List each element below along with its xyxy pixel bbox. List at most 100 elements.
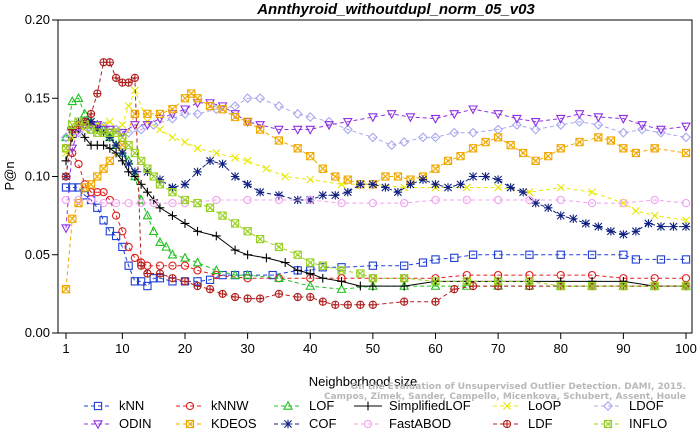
data-point-cof <box>443 183 453 192</box>
data-point-knnw <box>74 159 83 169</box>
data-point-inflo <box>337 266 346 275</box>
x-axis: 1 10 20 30 40 50 60 70 80 90 100 <box>62 333 697 356</box>
data-point-ldf <box>274 289 284 299</box>
data-point-lof <box>142 210 153 220</box>
data-point-ldf <box>155 269 165 278</box>
data-point-inflo <box>619 281 628 291</box>
data-point-knnw <box>86 187 96 197</box>
data-point-fastabod <box>368 198 378 208</box>
data-point-knnw <box>124 242 133 252</box>
data-point-kdeos <box>456 152 465 161</box>
x-tick-label: 90 <box>616 341 630 356</box>
data-point-odin <box>367 113 378 123</box>
data-point-ldf <box>143 269 152 278</box>
legend-item-ldof: LDOF <box>594 398 664 413</box>
data-point-simplifiedlof <box>399 281 409 291</box>
series-line-loop <box>65 89 687 221</box>
series-ldf <box>61 58 691 309</box>
data-point-ldof <box>574 116 585 127</box>
data-point-loop <box>118 120 127 129</box>
data-point-ldof <box>449 127 460 138</box>
data-point-fastabod <box>168 198 177 208</box>
data-point-ldof <box>324 116 335 127</box>
data-point-kdeos <box>274 136 284 145</box>
data-point-knn <box>418 258 428 267</box>
data-point-knn <box>124 261 133 270</box>
data-point-cof <box>481 172 490 181</box>
data-point-kdeos <box>243 117 252 126</box>
data-point-cof <box>431 180 440 189</box>
data-point-cof <box>86 117 96 126</box>
data-point-kdeos <box>255 125 265 134</box>
data-point-kdeos <box>105 156 114 165</box>
legend-label: INFLO <box>629 416 667 431</box>
data-point-loop <box>525 188 534 197</box>
data-point-knnw <box>130 253 140 263</box>
legend-swatch-marker <box>185 419 195 429</box>
data-point-loop <box>243 156 252 165</box>
data-point-kdeos <box>631 148 641 158</box>
data-point-odin <box>430 114 441 124</box>
legend-item-lof: LOF <box>274 398 334 413</box>
data-point-cof <box>569 214 578 223</box>
data-point-fastabod <box>400 198 409 208</box>
data-point-knn <box>493 250 503 259</box>
data-point-inflo <box>650 281 659 291</box>
data-point-ldf <box>343 300 352 309</box>
data-point-lof <box>430 280 441 290</box>
data-point-knn <box>631 255 641 264</box>
data-point-cof <box>331 191 340 200</box>
data-point-inflo <box>368 274 378 283</box>
data-point-kdeos <box>506 141 515 150</box>
data-point-fastabod <box>556 195 565 205</box>
legend-item-knnw: kNNW <box>176 398 249 413</box>
data-point-ldf <box>243 294 252 303</box>
y-axis: 0.00 0.05 0.10 0.15 0.20 <box>25 12 58 340</box>
series-line-knnw <box>65 147 686 279</box>
data-point-cof <box>193 167 202 177</box>
data-point-fastabod <box>137 198 146 208</box>
data-point-fastabod <box>525 195 534 205</box>
legend: kNN kNNW LOF SimplifiedLOF LoOP LDOF ODIN KDEOS… <box>84 398 667 431</box>
data-point-inflo <box>61 144 71 153</box>
data-point-knn <box>400 261 409 270</box>
data-point-inflo <box>525 277 534 286</box>
data-point-ldf <box>368 300 378 309</box>
data-point-kdeos <box>594 133 603 142</box>
plot-series <box>61 58 691 309</box>
data-point-kdeos <box>606 136 615 145</box>
data-point-inflo <box>400 274 409 283</box>
x-tick-label: 20 <box>178 341 192 356</box>
data-point-ldf <box>255 294 265 303</box>
data-point-cof <box>606 227 616 236</box>
data-point-simplifiedlof <box>355 281 365 291</box>
data-point-ldof <box>430 132 441 143</box>
data-point-kdeos <box>93 172 102 181</box>
data-point-fastabod <box>61 195 71 205</box>
data-point-cof <box>274 191 284 200</box>
data-point-inflo <box>124 141 133 150</box>
data-point-knnw <box>93 187 102 197</box>
data-point-inflo <box>205 203 215 212</box>
data-point-knn <box>105 227 114 236</box>
data-point-knn <box>143 281 152 291</box>
data-point-ldf <box>431 297 440 306</box>
data-point-ldf <box>356 300 365 309</box>
data-point-kdeos <box>230 112 240 122</box>
data-point-cof <box>205 156 215 166</box>
data-point-ldof <box>386 140 397 151</box>
data-point-knn <box>93 203 102 212</box>
data-point-fastabod <box>650 195 659 205</box>
data-point-inflo <box>274 242 284 252</box>
data-point-odin <box>117 128 128 139</box>
x-tick-label: 30 <box>240 341 254 356</box>
data-point-ldf <box>318 297 327 306</box>
legend-item-fastabod: FastABOD <box>354 416 451 431</box>
data-point-cof <box>111 141 121 150</box>
data-point-ldf <box>124 78 133 87</box>
data-point-odin <box>593 113 604 123</box>
data-point-kdeos <box>531 156 540 165</box>
series-line-ldf <box>65 61 686 306</box>
data-point-cof <box>306 195 315 205</box>
watermark-authors: Campos, Zimek, Sander, Campello, Micenko… <box>324 392 686 402</box>
